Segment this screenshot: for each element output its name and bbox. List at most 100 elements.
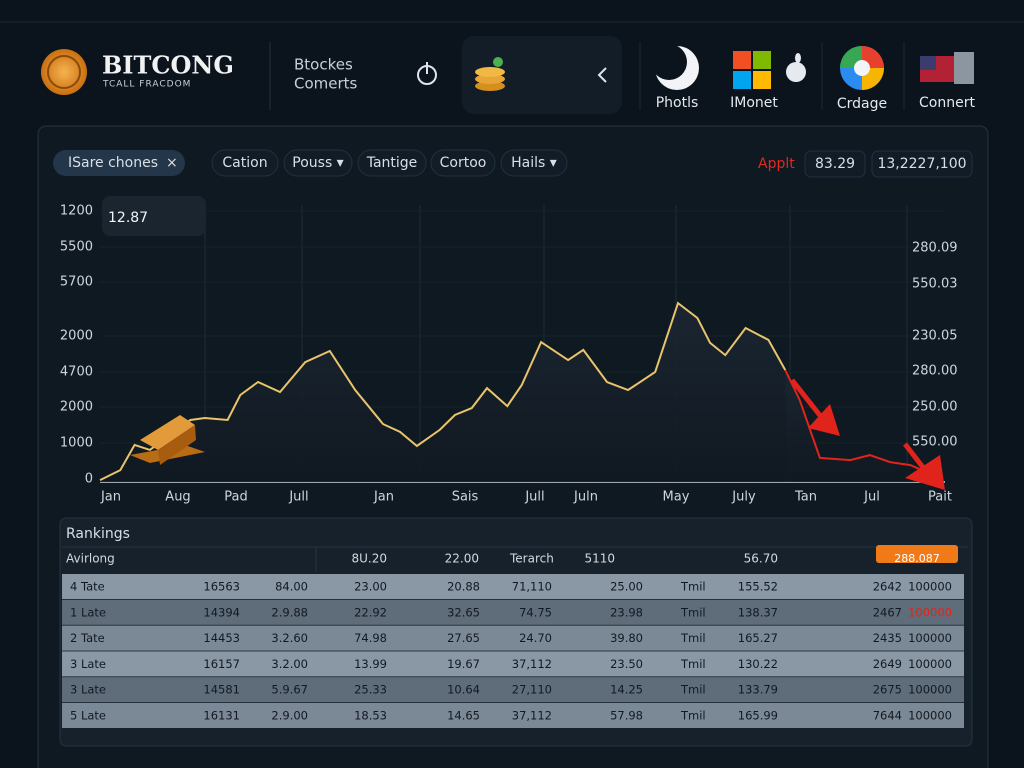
table-cell: 27.65 — [447, 631, 480, 645]
table-cell: 7644 — [873, 709, 902, 723]
filter-chip[interactable] — [53, 150, 185, 176]
nav-item[interactable]: Comerts — [294, 75, 358, 93]
table-cell: 71,110 — [512, 580, 552, 594]
table-cell: 138.37 — [738, 605, 778, 619]
table-cell: 23.98 — [610, 605, 643, 619]
x-tick-label: May — [663, 490, 690, 505]
table-cell: 22.92 — [354, 605, 387, 619]
table-cell: 84.00 — [275, 580, 308, 594]
app-label: Connert — [919, 95, 975, 111]
value-badge — [102, 196, 206, 236]
app-icon[interactable] — [733, 51, 806, 89]
table-cell: 3 Late — [70, 657, 106, 671]
filter-pill[interactable] — [283, 149, 353, 177]
table-cell: 27,110 — [512, 683, 552, 697]
y2-tick-label: 250.00 — [912, 400, 958, 415]
table-cell: 39.80 — [610, 631, 643, 645]
rankings-title: Rankings — [66, 526, 130, 542]
power-button[interactable] — [417, 62, 437, 85]
quote-price: 83.29 — [815, 156, 855, 172]
nav-item[interactable]: Btockes — [294, 56, 353, 74]
app-label: Crdage — [837, 96, 887, 112]
table-cell: 74.98 — [354, 631, 387, 645]
column-header: 8U.20 — [351, 552, 387, 566]
table-cell: 100000 — [908, 580, 952, 594]
x-tick-label: Juln — [573, 490, 598, 505]
y-tick-label: 4700 — [60, 365, 93, 380]
table-cell: 57.98 — [610, 709, 643, 723]
table-cell: 13.99 — [354, 657, 387, 671]
table-cell: 37,112 — [512, 709, 552, 723]
table-cell: 14.25 — [610, 683, 643, 697]
wallet-box[interactable] — [462, 36, 622, 114]
table-cell: 2649 — [873, 657, 902, 671]
table-cell: 3.2.60 — [271, 631, 308, 645]
y2-tick-label: 550.00 — [912, 435, 958, 450]
table-cell: 25.00 — [610, 580, 643, 594]
table-cell: 74.75 — [519, 605, 552, 619]
table-cell: 2435 — [873, 631, 902, 645]
filter-pill[interactable] — [357, 149, 427, 177]
table-cell: 19.67 — [447, 657, 480, 671]
table-row — [62, 651, 964, 677]
red-arrow — [903, 442, 945, 490]
table-cell: 2642 — [873, 580, 902, 594]
table-cell: 14453 — [203, 631, 240, 645]
filter-pill[interactable] — [500, 149, 568, 177]
table-cell: 155.52 — [738, 580, 778, 594]
y-tick-label: 5700 — [60, 275, 93, 290]
filter-pill[interactable] — [430, 149, 496, 177]
gold-bars-icon — [130, 415, 205, 465]
coin-stack-icon — [475, 57, 505, 91]
table-cell: 25.33 — [354, 683, 387, 697]
table-cell: 130.22 — [738, 657, 778, 671]
quote-volume: 13,2227,100 — [877, 156, 966, 172]
column-header: 22.00 — [445, 552, 479, 566]
x-tick-label: July — [731, 490, 756, 505]
x-tick-label: Aug — [165, 490, 190, 505]
table-cell: Tmil — [680, 631, 706, 645]
column-header: Avirlong — [66, 552, 115, 566]
app-icon[interactable] — [651, 44, 699, 90]
x-tick-label: Jan — [100, 490, 121, 505]
table-row — [62, 677, 964, 703]
filter-label: Cortoo — [440, 155, 487, 171]
table-row — [62, 599, 964, 625]
table-cell: 100000 — [908, 631, 952, 645]
table-cell: 4 Tate — [70, 580, 105, 594]
y-tick-label: 5500 — [60, 240, 93, 255]
column-header: 5110 — [584, 552, 615, 566]
app-icon[interactable] — [840, 46, 884, 90]
filter-chip-close[interactable]: × — [166, 155, 178, 171]
x-tick-label: Pait — [928, 490, 952, 505]
rankings-table: Avirlong 8U.20 22.00 Terarch 5110 56.70 288.08… — [62, 552, 964, 728]
x-tick-label: Jul — [863, 490, 880, 505]
x-tick-label: Pad — [224, 490, 247, 505]
table-cell: 10.64 — [447, 683, 480, 697]
column-header: 288.087 — [894, 552, 940, 565]
back-arrow[interactable] — [597, 67, 607, 83]
table-cell: 2.9.00 — [271, 709, 308, 723]
x-tick-label: Jull — [524, 490, 544, 505]
table-cell: 100000 — [908, 605, 952, 619]
table-cell: 16563 — [203, 580, 240, 594]
red-arrow — [790, 378, 840, 436]
bitcoin-logo-ring — [47, 55, 81, 89]
table-row — [62, 703, 964, 728]
table-row — [62, 625, 964, 651]
header-badge — [876, 545, 958, 563]
table-cell: 133.79 — [738, 683, 778, 697]
filter-pill[interactable] — [211, 149, 279, 177]
app-label: Photls — [656, 95, 699, 111]
table-cell: 3 Late — [70, 683, 106, 697]
table-cell: Tmil — [680, 605, 706, 619]
table-cell: 3.2.00 — [271, 657, 308, 671]
app-icon[interactable] — [920, 52, 974, 84]
brand-sub: TCALL FRACDOM — [102, 80, 191, 90]
column-header: Terarch — [509, 552, 554, 566]
table-cell: Tmil — [680, 683, 706, 697]
table-cell: 14.65 — [447, 709, 480, 723]
brand: BITCONG — [102, 51, 234, 80]
quote-box — [871, 150, 973, 178]
x-tick-label: Jan — [373, 490, 394, 505]
